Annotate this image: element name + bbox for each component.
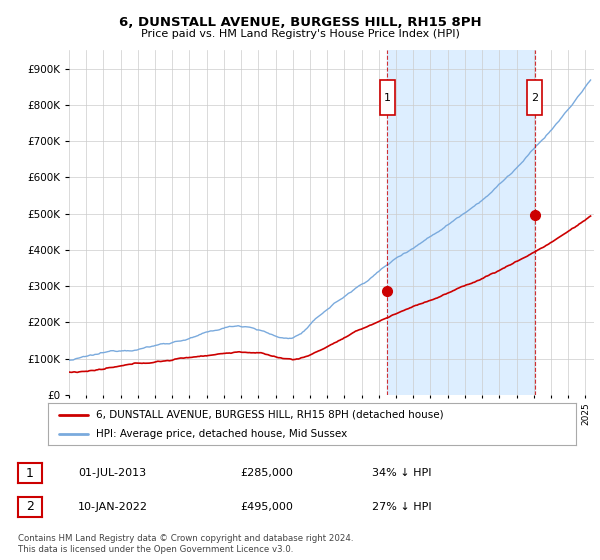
Text: 10-JAN-2022: 10-JAN-2022 xyxy=(78,502,148,512)
Text: 34% ↓ HPI: 34% ↓ HPI xyxy=(372,468,431,478)
Text: 01-JUL-2013: 01-JUL-2013 xyxy=(78,468,146,478)
FancyBboxPatch shape xyxy=(527,80,542,115)
Text: £495,000: £495,000 xyxy=(240,502,293,512)
Text: 2: 2 xyxy=(26,500,34,514)
Text: Price paid vs. HM Land Registry's House Price Index (HPI): Price paid vs. HM Land Registry's House … xyxy=(140,29,460,39)
Text: 6, DUNSTALL AVENUE, BURGESS HILL, RH15 8PH (detached house): 6, DUNSTALL AVENUE, BURGESS HILL, RH15 8… xyxy=(95,409,443,419)
Text: 2: 2 xyxy=(531,92,538,102)
Text: HPI: Average price, detached house, Mid Sussex: HPI: Average price, detached house, Mid … xyxy=(95,429,347,439)
Bar xyxy=(388,50,535,395)
Text: 27% ↓ HPI: 27% ↓ HPI xyxy=(372,502,431,512)
Text: 6, DUNSTALL AVENUE, BURGESS HILL, RH15 8PH: 6, DUNSTALL AVENUE, BURGESS HILL, RH15 8… xyxy=(119,16,481,29)
Text: £285,000: £285,000 xyxy=(240,468,293,478)
Text: Contains HM Land Registry data © Crown copyright and database right 2024.: Contains HM Land Registry data © Crown c… xyxy=(18,534,353,543)
FancyBboxPatch shape xyxy=(380,80,395,115)
Text: 1: 1 xyxy=(384,92,391,102)
Text: 1: 1 xyxy=(26,466,34,480)
Text: This data is licensed under the Open Government Licence v3.0.: This data is licensed under the Open Gov… xyxy=(18,545,293,554)
